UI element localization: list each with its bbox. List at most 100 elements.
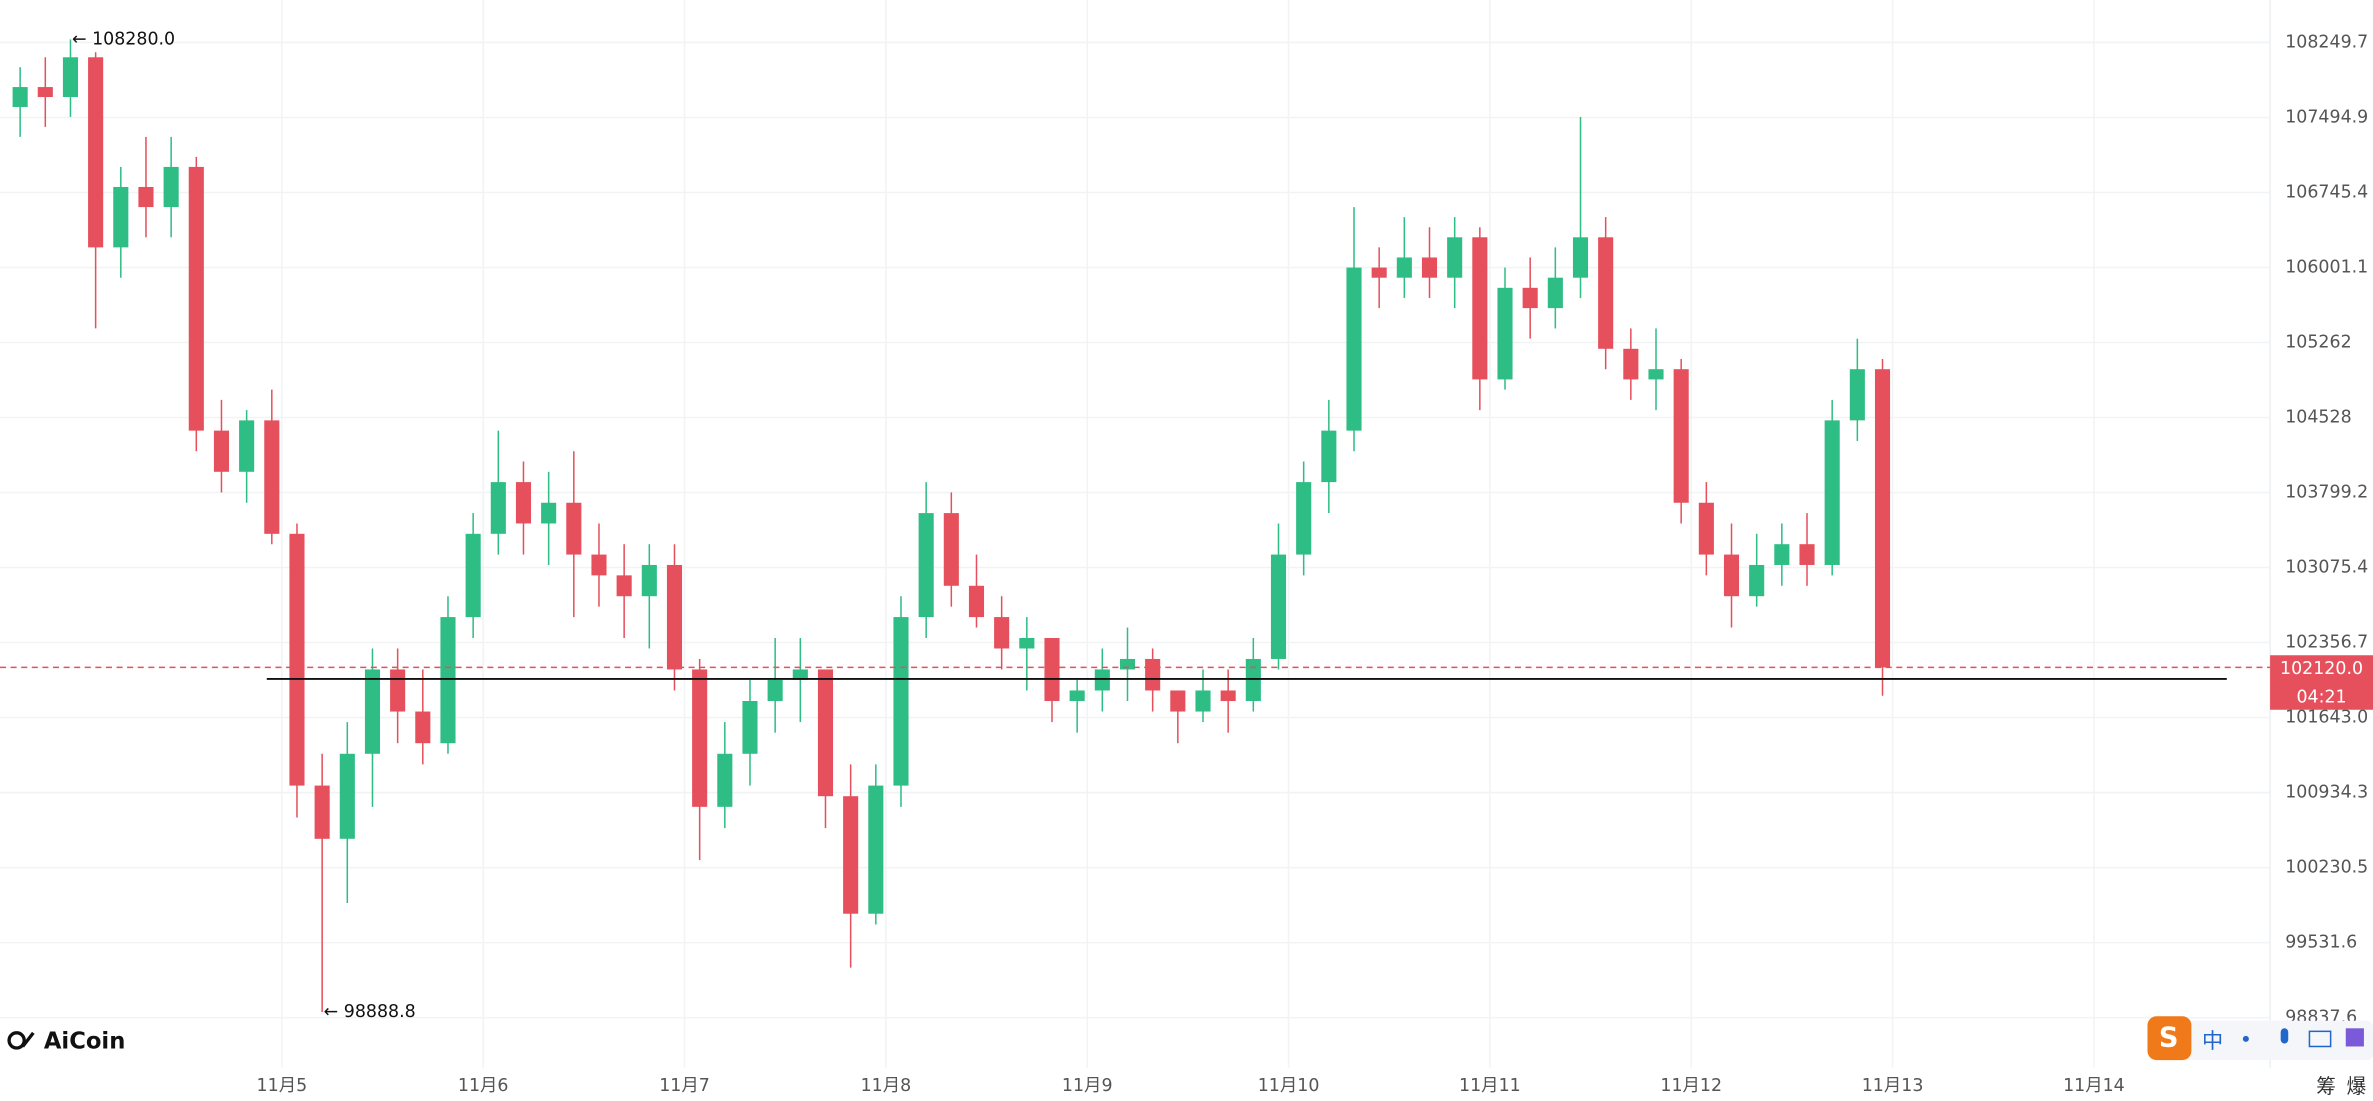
candle-body [541,502,557,524]
candle-body [767,679,783,702]
ime-toolbar: S 中 [2147,1016,2373,1061]
candle-body [943,513,959,586]
candle-body [12,87,28,107]
ime-keyboard[interactable] [2308,1030,2332,1048]
candle-body [1421,257,1438,278]
candle-body [440,617,456,744]
candle-body [1371,267,1387,278]
logo-icon [7,1031,26,1050]
candle-body [1296,482,1312,555]
x-tick-label: 11月7 [659,1076,710,1096]
candle-body [1522,287,1538,309]
candle-body [37,87,53,98]
candle-body [1598,237,1614,349]
candle-body [62,57,79,98]
x-tick-label: 11月9 [1062,1076,1113,1096]
candle-body [1447,237,1463,278]
candle-body [1170,690,1186,712]
candle-body [1874,369,1891,668]
candle-body [1723,554,1740,597]
candle-body [163,166,179,208]
ime-skin[interactable] [2345,1028,2364,1047]
candle-body [465,533,481,618]
candle-body [1145,658,1161,691]
candle-body [1824,420,1840,565]
candle-body [239,420,255,472]
y-tick-label: 105262 [2285,332,2351,352]
ime-mic[interactable] [2280,1028,2289,1044]
y-tick-label: 102356.7 [2285,633,2368,653]
candle-body [1220,690,1236,702]
candle-body [1094,669,1110,691]
candle-body [314,785,330,839]
logo-icon [21,1031,35,1048]
candle-body [868,785,884,914]
ime-logo [2147,1016,2192,1061]
candle-body [742,701,758,754]
last-price-box [2270,655,2373,710]
y-tick-label: 108249.7 [2285,32,2368,52]
overlay: 108249.7 107494.9 106745.4 106001.1 105262 10… [0,29,2373,1098]
brand: AiCoin [44,1028,125,1054]
candle-body [566,502,582,555]
y-tick-label: 104528 [2285,407,2351,427]
candle-body [1572,237,1589,278]
candle-body [1069,690,1085,702]
candle-body [817,669,834,797]
side-label: 筹 [2316,1075,2336,1098]
candle-body [88,57,104,248]
candle-body [1019,638,1035,649]
candle-body [918,513,934,618]
candle-body [1698,502,1714,555]
candle-body [843,796,859,914]
candle-body [1396,257,1412,278]
y-tick-label: 107494.9 [2285,107,2368,127]
y-tick-label: 106001.1 [2285,257,2368,277]
candle-body [1245,658,1261,702]
candle-body [792,669,808,680]
candle-body [1673,369,1689,503]
last-price-label: 102120.0 [2280,659,2363,679]
candle-body [717,753,733,807]
candle-body [213,430,230,472]
x-tick-label: 11月6 [458,1076,509,1096]
x-tick-label: 11月13 [1862,1076,1924,1096]
y-tick-label: 101643.0 [2285,708,2368,728]
candle-body [1799,544,1815,565]
candle-body [515,482,532,524]
candle-body [188,166,204,431]
candle-body [339,753,355,839]
x-tick-label: 11月8 [861,1076,912,1096]
candle-body [415,711,431,744]
candle-body [616,575,632,597]
candle-body [138,186,154,208]
candle-body [490,482,506,534]
candle-body [994,617,1010,649]
ime-mode[interactable]: 中 [2202,1028,2223,1053]
x-tick-label: 11月14 [2063,1076,2125,1096]
candle-body [1346,267,1362,431]
candle-body [113,186,129,248]
candle-body [1749,564,1765,597]
candle-body [364,669,381,754]
x-tick-label: 11月11 [1459,1076,1521,1096]
candle-body [1648,369,1664,380]
y-tick-label: 103799.2 [2285,483,2368,503]
x-tick-label: 11月12 [1660,1076,1722,1096]
y-tick-label: 100230.5 [2285,858,2368,878]
candle-body [968,585,985,618]
candle-body [1321,430,1337,483]
candle-body [1623,348,1639,380]
candle-body [641,564,657,597]
candle-body [1497,287,1513,380]
extreme-label: ← 108280.0 [72,29,175,49]
ime-icon[interactable] [2242,1035,2249,1042]
candle-body [1849,369,1865,421]
candle-body [692,669,708,807]
logo: AiCoin [7,1028,125,1054]
y-tick-label: 103075.4 [2285,558,2368,578]
candle-body [1195,690,1211,712]
candle-body [1044,638,1060,702]
